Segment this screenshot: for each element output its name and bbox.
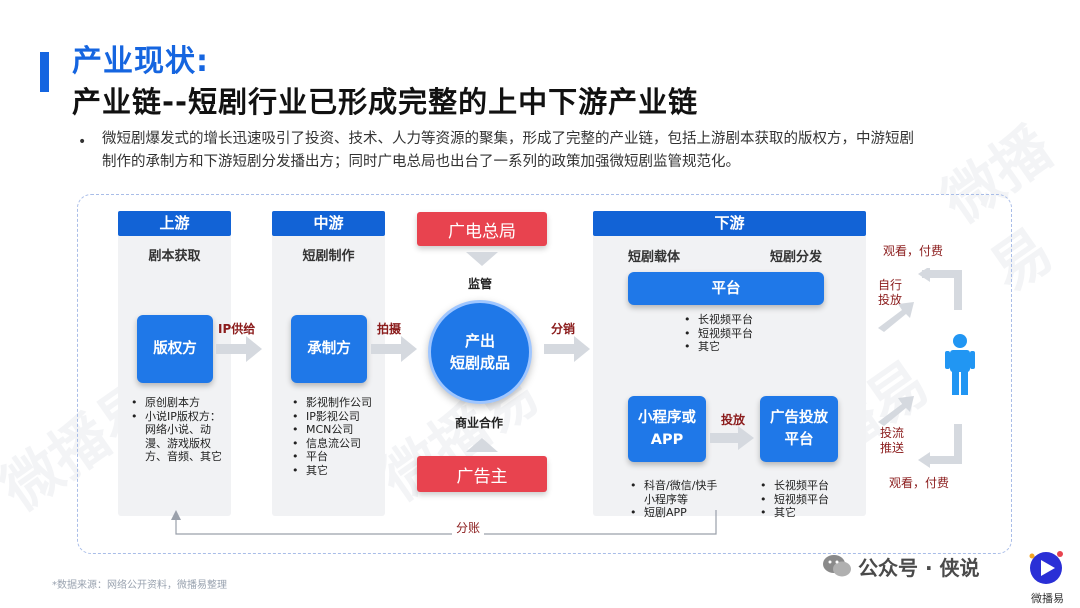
- list-item: 信息流公司: [292, 437, 382, 451]
- arrow-down-icon: [466, 252, 498, 266]
- regulator-box: 广电总局: [417, 212, 547, 246]
- list-item: 其它: [684, 340, 794, 354]
- arrow-diagonal-up-icon: [878, 302, 914, 332]
- miniapp-line2: APP: [650, 432, 684, 448]
- list-item: 长视频平台: [684, 313, 794, 327]
- ad-platform-list: 长视频平台 短视频平台 其它: [760, 479, 860, 520]
- arrow-right-icon: [710, 426, 754, 450]
- title-accent-bar: [40, 52, 49, 92]
- downstream-header: 下游: [593, 211, 866, 236]
- watch-pay-top-label: 观看，付费: [883, 244, 944, 258]
- revenue-share-label: 分账: [452, 519, 485, 536]
- person-icon: [945, 334, 975, 395]
- business-coop-label: 商业合作: [455, 416, 504, 430]
- upstream-subtitle: 剧本获取: [148, 249, 201, 264]
- platform-box: 平台: [628, 272, 824, 305]
- regulate-label: 监管: [468, 277, 493, 291]
- list-item: MCN公司: [292, 423, 382, 437]
- output-circle-line1: 产出: [464, 332, 495, 350]
- list-item: 影视制作公司: [292, 396, 382, 410]
- page-title: 产业现状:: [72, 44, 209, 79]
- page-subtitle: 产业链--短剧行业已形成完整的上中下游产业链: [72, 85, 699, 119]
- bullet-icon: •: [78, 134, 87, 150]
- arrow-bent-icon: [918, 424, 962, 468]
- midstream-header: 中游: [272, 211, 385, 236]
- advertiser-box: 广告主: [417, 456, 547, 492]
- list-item: 原创剧本方: [131, 396, 227, 410]
- ad-platform-box: 广告投放 平台: [760, 396, 838, 462]
- list-item: 长视频平台: [760, 479, 860, 493]
- list-item: 短剧APP: [630, 506, 726, 520]
- diagram-frame: [77, 194, 1012, 554]
- downstream-sub-right: 短剧分发: [770, 250, 823, 265]
- list-item: 科音/微信/快手小程序等: [630, 479, 726, 506]
- miniapp-list: 科音/微信/快手小程序等 短剧APP: [630, 479, 726, 520]
- miniapp-line1: 小程序或: [638, 410, 696, 426]
- shoot-label: 拍摄: [377, 322, 402, 336]
- output-circle: 产出 短剧成品: [428, 300, 532, 404]
- list-item: IP影视公司: [292, 410, 382, 424]
- list-item: 平台: [292, 450, 382, 464]
- arrow-up-icon: [466, 438, 498, 452]
- midstream-list: 影视制作公司 IP影视公司 MCN公司 信息流公司 平台 其它: [292, 396, 382, 477]
- copyright-holder-box: 版权方: [137, 315, 213, 383]
- arrow-right-icon: [544, 336, 590, 362]
- intro-text: 微短剧爆发式的增长迅速吸引了投资、技术、人力等资源的聚集，形成了完整的产业链，包…: [102, 131, 914, 170]
- brand-logo-icon: [1029, 551, 1063, 584]
- list-item: 其它: [760, 506, 860, 520]
- ip-supply-label: IP供给: [218, 322, 256, 336]
- upstream-header: 上游: [118, 211, 231, 236]
- miniapp-box: 小程序或 APP: [628, 396, 706, 462]
- arrow-bent-icon: [918, 268, 962, 310]
- distribute-label: 分销: [551, 322, 576, 336]
- output-circle-line2: 短剧成品: [449, 354, 510, 372]
- arrow-right-icon: [216, 336, 262, 362]
- source-note: *数据来源：网络公开资料，微播易整理: [52, 580, 227, 591]
- arrow-right-icon: [371, 336, 417, 362]
- revenue-share-loop: [171, 510, 717, 535]
- arrow-diagonal-up-icon: [878, 396, 914, 426]
- self-launch-label: 自行投放: [878, 278, 903, 307]
- list-item: 其它: [292, 464, 382, 478]
- platform-list: 长视频平台 短视频平台 其它: [684, 313, 794, 354]
- downstream-sub-left: 短剧载体: [628, 250, 681, 265]
- ad-push-label: 投流推送: [880, 426, 905, 455]
- watch-pay-bottom-label: 观看，付费: [889, 476, 950, 490]
- downstream-panel: [593, 211, 866, 516]
- list-item: 小说IP版权方：网络小说、动漫、游戏版权方、音频、其它: [131, 410, 227, 464]
- list-item: 短视频平台: [684, 327, 794, 341]
- wechat-icon: [823, 555, 851, 577]
- brand-logo-label: 微播易: [1031, 592, 1064, 605]
- ad-platform-line1: 广告投放: [770, 410, 828, 426]
- upstream-list: 原创剧本方 小说IP版权方：网络小说、动漫、游戏版权方、音频、其它: [131, 396, 227, 464]
- wechat-account-label: 公众号 · 侠说: [858, 556, 980, 580]
- list-item: 短视频平台: [760, 493, 860, 507]
- launch-label: 投放: [721, 413, 746, 427]
- ad-platform-line2: 平台: [784, 432, 814, 448]
- producer-box: 承制方: [291, 315, 367, 383]
- midstream-subtitle: 短剧制作: [302, 249, 355, 264]
